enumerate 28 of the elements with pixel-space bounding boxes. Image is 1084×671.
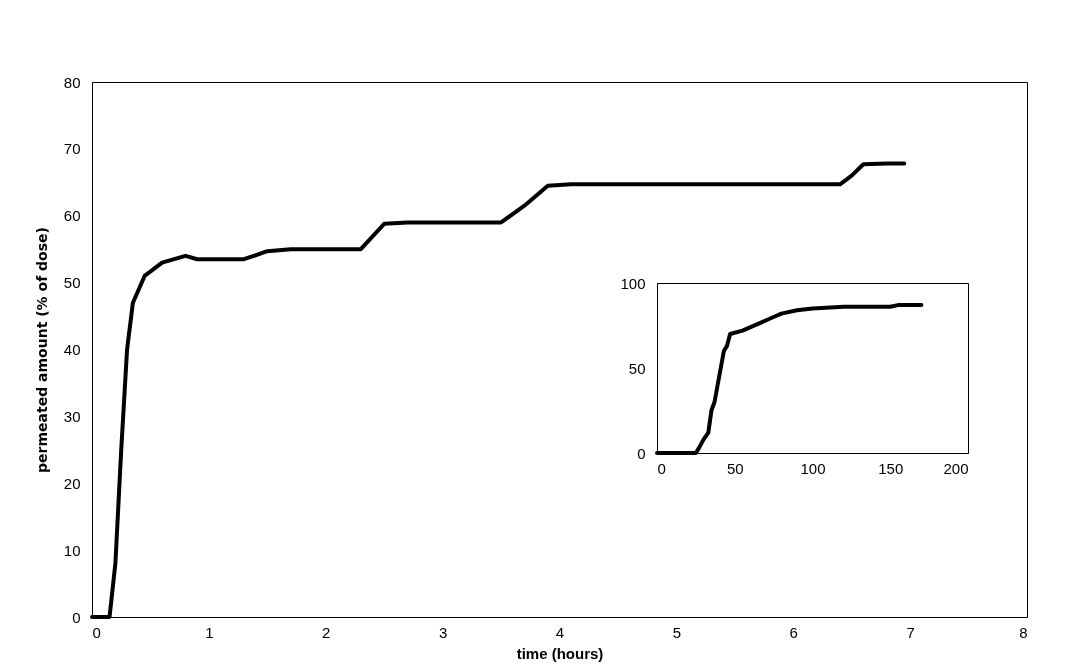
x-tick-label: 1 <box>205 623 214 641</box>
y-tick-label: 50 <box>628 359 646 377</box>
y-tick-label: 0 <box>72 608 81 626</box>
x-tick-label: 0 <box>92 623 101 641</box>
x-tick-label: 8 <box>1019 623 1028 641</box>
y-tick-label: 30 <box>63 407 81 425</box>
x-axis-title: time (hours) <box>516 644 604 662</box>
y-tick-label: 60 <box>63 207 81 225</box>
x-tick-label: 4 <box>555 623 565 641</box>
x-tick-label: 3 <box>438 623 448 641</box>
y-tick-label: 10 <box>63 541 81 559</box>
x-tick-label: 6 <box>789 623 798 641</box>
y-tick-label: 0 <box>637 444 646 462</box>
x-tick-label: 7 <box>906 623 915 641</box>
x-tick-label: 0 <box>657 459 666 477</box>
x-tick-label: 100 <box>800 459 826 477</box>
x-tick-label: 5 <box>672 623 682 641</box>
x-tick-label: 2 <box>322 623 331 641</box>
y-tick-label: 40 <box>63 341 81 358</box>
y-tick-label: 50 <box>63 274 81 292</box>
x-tick-label: 50 <box>726 459 744 477</box>
y-tick-label: 100 <box>620 274 646 292</box>
x-tick-label: 200 <box>943 459 969 477</box>
x-tick-label: 150 <box>878 459 904 477</box>
y-tick-label: 20 <box>63 474 81 492</box>
y-tick-label: 80 <box>63 73 81 91</box>
y-axis-title: permeated amount (% of dose) <box>33 227 50 473</box>
y-tick-label: 70 <box>63 140 81 158</box>
